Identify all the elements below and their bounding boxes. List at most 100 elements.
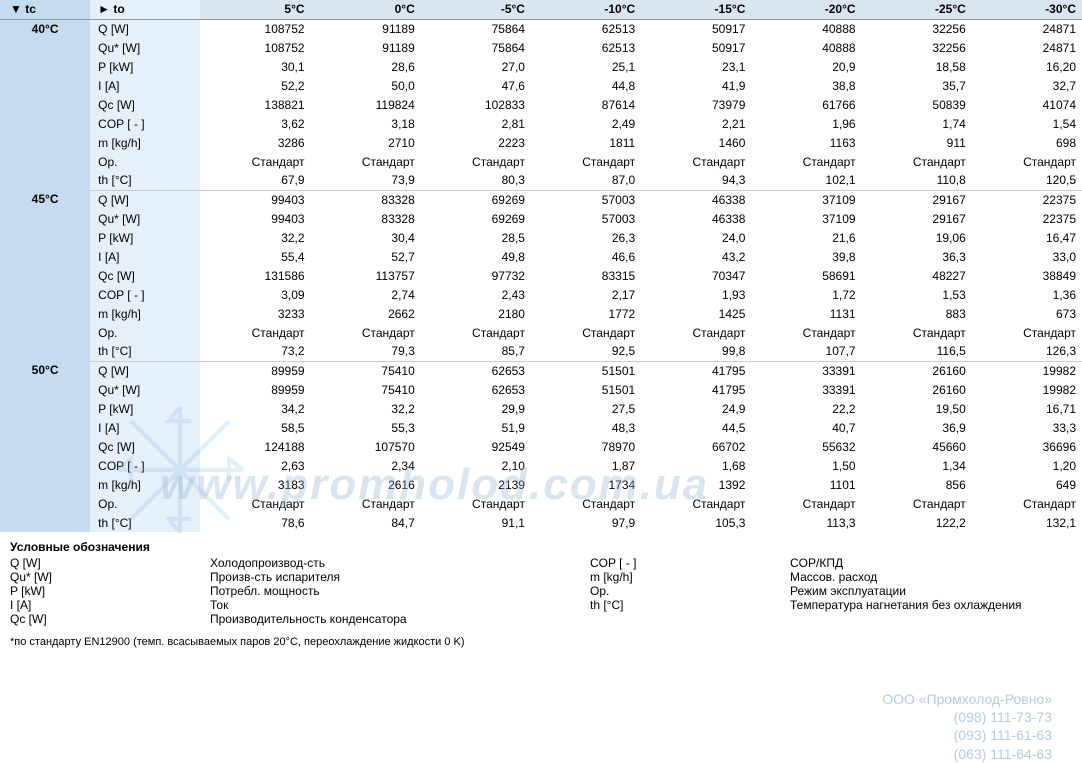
- value-cell: 75410: [311, 380, 421, 399]
- value-cell: 75410: [311, 361, 421, 380]
- value-cell: 3,09: [200, 285, 310, 304]
- value-cell: Стандарт: [421, 494, 531, 513]
- value-cell: 131586: [200, 266, 310, 285]
- value-cell: Стандарт: [311, 152, 421, 171]
- value-cell: 99403: [200, 190, 310, 209]
- value-cell: 32,7: [972, 76, 1082, 95]
- value-cell: 1,53: [862, 285, 972, 304]
- value-cell: 28,5: [421, 228, 531, 247]
- legend-row: Q [W]Холодопроизвод-стьCOP [ - ]COP/КПД: [10, 556, 1072, 570]
- param-cell: m [kg/h]: [90, 304, 200, 323]
- header-tc: ▼ tc: [0, 0, 90, 19]
- value-cell: 19982: [972, 380, 1082, 399]
- param-cell: Qu* [W]: [90, 38, 200, 57]
- value-cell: 3183: [200, 475, 310, 494]
- table-row: Qu* [W]994038332869269570034633837109291…: [0, 209, 1082, 228]
- value-cell: 41,9: [641, 76, 751, 95]
- value-cell: 3286: [200, 133, 310, 152]
- param-cell: P [kW]: [90, 228, 200, 247]
- value-cell: 44,8: [531, 76, 641, 95]
- value-cell: 44,5: [641, 418, 751, 437]
- value-cell: Стандарт: [200, 323, 310, 342]
- value-cell: Стандарт: [862, 494, 972, 513]
- header-to-7: -30°C: [972, 0, 1082, 19]
- value-cell: 69269: [421, 209, 531, 228]
- value-cell: 2,10: [421, 456, 531, 475]
- table-row: th [°C]67,973,980,387,094,3102,1110,8120…: [0, 171, 1082, 190]
- value-cell: 91,1: [421, 513, 531, 532]
- value-cell: 89959: [200, 361, 310, 380]
- value-cell: 2223: [421, 133, 531, 152]
- value-cell: 1,96: [751, 114, 861, 133]
- table-row: P [kW]30,128,627,025,123,120,918,5816,20: [0, 57, 1082, 76]
- value-cell: 80,3: [421, 171, 531, 190]
- table-row: m [kg/h]318326162139173413921101856649: [0, 475, 1082, 494]
- value-cell: 41074: [972, 95, 1082, 114]
- value-cell: 108752: [200, 19, 310, 38]
- value-cell: Стандарт: [972, 494, 1082, 513]
- legend-cell: Qu* [W]: [10, 570, 210, 584]
- value-cell: 40,7: [751, 418, 861, 437]
- value-cell: 2662: [311, 304, 421, 323]
- table-row: COP [ - ]2,632,342,101,871,681,501,341,2…: [0, 456, 1082, 475]
- value-cell: 57003: [531, 209, 641, 228]
- legend-cell: Производительность конденсатора: [210, 612, 590, 626]
- value-cell: Стандарт: [421, 152, 531, 171]
- value-cell: 2,43: [421, 285, 531, 304]
- value-cell: 36696: [972, 437, 1082, 456]
- value-cell: 1,72: [751, 285, 861, 304]
- value-cell: 37109: [751, 209, 861, 228]
- value-cell: 19,06: [862, 228, 972, 247]
- value-cell: 75864: [421, 19, 531, 38]
- table-row: 50°CQ [W]8995975410626535150141795333912…: [0, 361, 1082, 380]
- value-cell: 24,0: [641, 228, 751, 247]
- value-cell: 19,50: [862, 399, 972, 418]
- param-cell: Q [W]: [90, 361, 200, 380]
- value-cell: 84,7: [311, 513, 421, 532]
- value-cell: 89959: [200, 380, 310, 399]
- value-cell: Стандарт: [641, 323, 751, 342]
- value-cell: 22,2: [751, 399, 861, 418]
- param-cell: th [°C]: [90, 513, 200, 532]
- value-cell: 41795: [641, 361, 751, 380]
- value-cell: 1425: [641, 304, 751, 323]
- value-cell: 1,87: [531, 456, 641, 475]
- value-cell: Стандарт: [641, 152, 751, 171]
- value-cell: 83315: [531, 266, 641, 285]
- legend-row: I [A]Токth [°C]Температура нагнетания бе…: [10, 598, 1072, 612]
- param-cell: Qu* [W]: [90, 209, 200, 228]
- value-cell: 92549: [421, 437, 531, 456]
- value-cell: 36,9: [862, 418, 972, 437]
- value-cell: 110,8: [862, 171, 972, 190]
- value-cell: 87614: [531, 95, 641, 114]
- table-row: I [A]58,555,351,948,344,540,736,933,3: [0, 418, 1082, 437]
- header-to-2: -5°C: [421, 0, 531, 19]
- value-cell: 58691: [751, 266, 861, 285]
- value-cell: 16,20: [972, 57, 1082, 76]
- value-cell: 47,6: [421, 76, 531, 95]
- value-cell: 16,47: [972, 228, 1082, 247]
- value-cell: 107570: [311, 437, 421, 456]
- value-cell: 51,9: [421, 418, 531, 437]
- value-cell: 38,8: [751, 76, 861, 95]
- value-cell: 34,2: [200, 399, 310, 418]
- header-to-5: -20°C: [751, 0, 861, 19]
- value-cell: 19982: [972, 361, 1082, 380]
- value-cell: 33,0: [972, 247, 1082, 266]
- value-cell: 29167: [862, 190, 972, 209]
- tc-cell: 40°C: [0, 19, 90, 190]
- value-cell: 24871: [972, 38, 1082, 57]
- value-cell: 29167: [862, 209, 972, 228]
- value-cell: 102,1: [751, 171, 861, 190]
- value-cell: Стандарт: [972, 152, 1082, 171]
- value-cell: 62653: [421, 361, 531, 380]
- value-cell: 99,8: [641, 342, 751, 361]
- value-cell: 28,6: [311, 57, 421, 76]
- value-cell: 107,7: [751, 342, 861, 361]
- table-row: Op.СтандартСтандартСтандартСтандартСтанд…: [0, 152, 1082, 171]
- table-row: Qc [W]1388211198241028338761473979617665…: [0, 95, 1082, 114]
- value-cell: 698: [972, 133, 1082, 152]
- value-cell: 23,1: [641, 57, 751, 76]
- table-row: Qu* [W]899597541062653515014179533391261…: [0, 380, 1082, 399]
- param-cell: COP [ - ]: [90, 114, 200, 133]
